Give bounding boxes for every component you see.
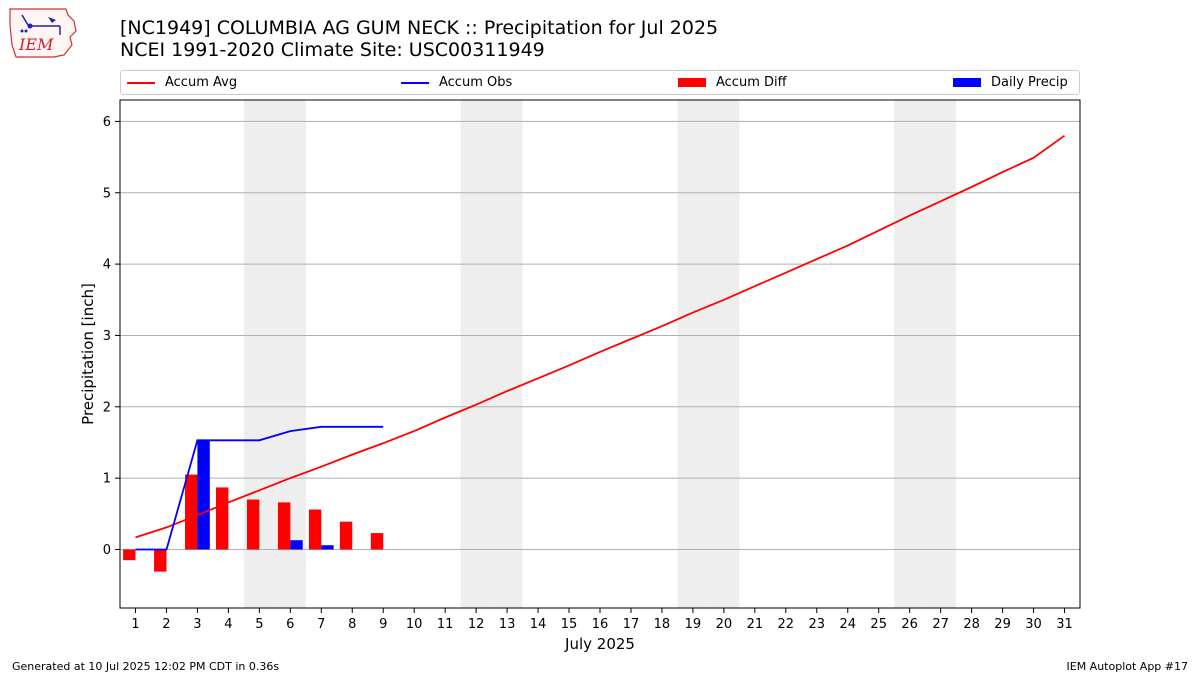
weekend-band (708, 100, 740, 608)
iem-logo: IEM (8, 5, 80, 59)
daily-precip-bar (290, 540, 303, 550)
x-tick-label: 18 (654, 617, 671, 632)
x-tick-label: 29 (994, 617, 1011, 632)
app-label: IEM Autoplot App #17 (1066, 660, 1189, 673)
x-tick-label: 21 (747, 617, 764, 632)
x-tick-label: 23 (809, 617, 826, 632)
y-tick-label: 1 (103, 472, 111, 487)
accum-diff-bar (339, 521, 353, 550)
x-tick-label: 30 (1025, 617, 1042, 632)
x-tick-label: 28 (963, 617, 980, 632)
weekend-band (894, 100, 926, 608)
weekend-band (460, 100, 492, 608)
y-tick-label: 5 (103, 186, 111, 201)
y-tick-label: 2 (103, 400, 111, 415)
y-tick-label: 0 (103, 543, 111, 558)
x-tick-label: 31 (1056, 617, 1073, 632)
accum-diff-bar (216, 487, 229, 550)
x-tick-label: 24 (839, 617, 856, 632)
accum-diff-bar (370, 533, 384, 550)
accum-diff-bar (154, 549, 167, 572)
x-tick-label: 5 (255, 617, 263, 632)
x-tick-label: 10 (406, 617, 423, 632)
legend-item-daily-precip: Daily Precip (953, 71, 1068, 94)
daily-precip-bar (321, 545, 334, 550)
x-axis-label: July 2025 (564, 635, 635, 653)
legend-item-accum-avg: Accum Avg (127, 71, 237, 94)
x-tick-label: 7 (317, 617, 325, 632)
weekend-band (491, 100, 523, 608)
accum-diff-bar (246, 499, 260, 550)
legend-swatch (127, 81, 155, 84)
chart-title: [NC1949] COLUMBIA AG GUM NECK :: Precipi… (120, 17, 719, 39)
x-tick-label: 2 (162, 617, 170, 632)
accum-diff-bar (185, 474, 198, 550)
x-tick-label: 17 (623, 617, 640, 632)
x-tick-label: 1 (131, 617, 139, 632)
weekend-band (677, 100, 709, 608)
legend-label: Accum Avg (165, 75, 238, 90)
x-tick-label: 25 (870, 617, 887, 632)
legend-swatch (401, 81, 429, 84)
weekend-band (925, 100, 957, 608)
y-tick-label: 6 (103, 115, 111, 130)
legend-label: Accum Diff (716, 75, 787, 90)
x-tick-label: 13 (499, 617, 516, 632)
x-tick-label: 20 (716, 617, 733, 632)
x-tick-label: 19 (685, 617, 702, 632)
accum-obs-line (135, 425, 384, 551)
x-tick-label: 12 (468, 617, 485, 632)
chart-subtitle: NCEI 1991-2020 Climate Site: USC00311949 (120, 39, 545, 61)
y-tick-label: 3 (103, 329, 111, 344)
x-tick-label: 14 (530, 617, 547, 632)
y-tick-label: 4 (103, 258, 111, 273)
x-tick-label: 3 (193, 617, 201, 632)
x-tick-label: 27 (932, 617, 949, 632)
chart-legend: Accum Avg Accum Obs Accum Diff Daily Pre… (120, 70, 1080, 95)
x-tick-label: 6 (286, 617, 294, 632)
x-tick-label: 8 (348, 617, 356, 632)
x-tick-label: 9 (379, 617, 387, 632)
legend-swatch (678, 78, 706, 87)
accum-diff-bar (277, 502, 291, 550)
legend-item-accum-diff: Accum Diff (678, 71, 787, 94)
legend-label: Daily Precip (991, 75, 1068, 90)
legend-item-accum-obs: Accum Obs (401, 71, 512, 94)
logo-text: IEM (18, 35, 54, 54)
legend-label: Accum Obs (439, 75, 513, 90)
accum-diff-bar (123, 549, 136, 561)
x-tick-label: 11 (437, 617, 454, 632)
x-tick-label: 26 (901, 617, 918, 632)
daily-precip-bar (197, 440, 210, 550)
accum-diff-bar (308, 509, 322, 550)
x-tick-label: 4 (224, 617, 232, 632)
x-tick-label: 22 (778, 617, 795, 632)
y-axis-label: Precipitation [inch] (79, 283, 97, 425)
x-tick-label: 15 (561, 617, 578, 632)
generated-timestamp: Generated at 10 Jul 2025 12:02 PM CDT in… (12, 660, 280, 673)
accum-avg-line (135, 134, 1066, 539)
legend-swatch (953, 78, 981, 87)
x-tick-label: 16 (592, 617, 609, 632)
